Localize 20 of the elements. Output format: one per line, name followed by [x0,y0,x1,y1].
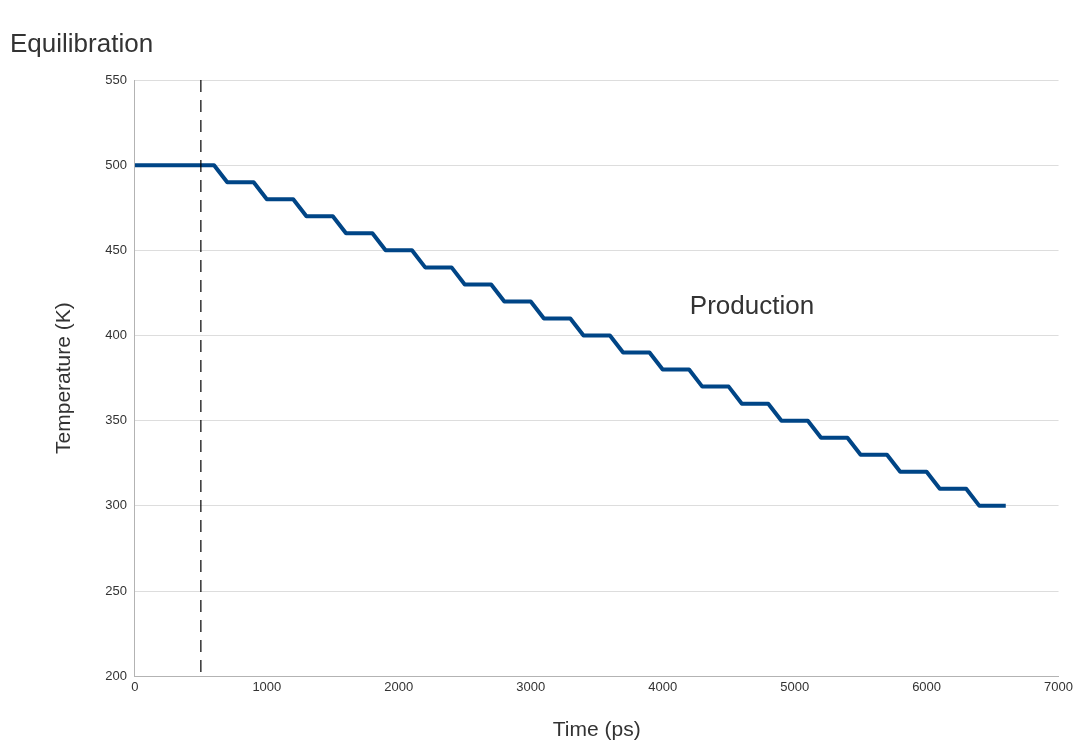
text: Equilibration [10,28,154,59]
x-tick-label: 7000 [1044,678,1073,694]
x-tick-label: 6000 [912,678,942,694]
y-tick-label: 250 [105,582,127,598]
y-tick-label: 500 [105,156,127,172]
x-tick-label: 3000 [516,678,546,694]
x-tick-label: 0 [131,678,139,694]
y-tick-label: 400 [105,327,127,343]
x-tick-label: 4000 [648,678,678,694]
y-tick-label: 450 [105,241,127,257]
y-tick-label: 300 [105,497,127,513]
x-axis-title: Time (ps) [552,717,641,741]
x-tick-label: 1000 [252,678,282,694]
y-tick-label: 350 [105,412,127,428]
x-tick-label: 2000 [384,678,414,694]
annotation: Production [689,290,815,321]
y-axis-title: Temperature (K) [51,302,75,454]
x-tick-label: 5000 [780,678,810,694]
y-tick-label: 200 [105,667,127,683]
y-tick-label: 550 [105,71,127,87]
